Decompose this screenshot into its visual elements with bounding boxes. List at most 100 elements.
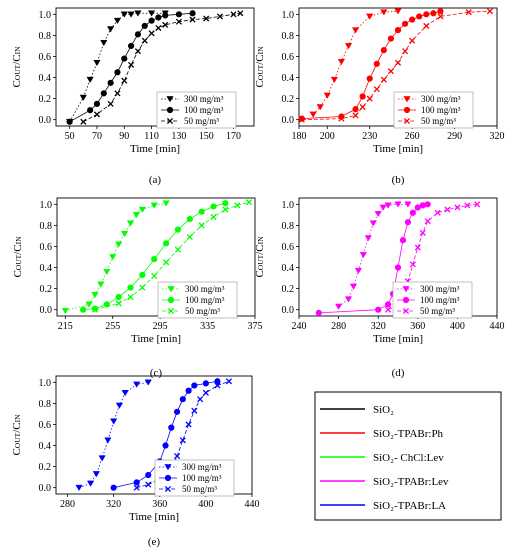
x-tick-label: 280 — [331, 321, 346, 332]
data-point — [113, 17, 122, 25]
series — [80, 10, 244, 125]
y-tick-label: 0.6 — [282, 242, 295, 253]
x-tick-label: 290 — [447, 131, 462, 142]
data-point — [115, 402, 124, 409]
data-point — [127, 11, 135, 18]
data-point — [107, 100, 114, 107]
y-tick-label: 0.6 — [39, 420, 52, 431]
legend-entry: 300 mg/m³ — [182, 462, 222, 472]
legend-marker — [167, 286, 175, 293]
legend-marker — [402, 307, 410, 315]
legend-entry: 50 mg/m³ — [184, 116, 219, 126]
data-point — [133, 381, 141, 388]
data-point — [162, 21, 169, 28]
y-tick-label: 0.8 — [40, 221, 53, 232]
y-axis-label: COUT/CIN — [254, 236, 266, 278]
data-point — [144, 379, 152, 386]
data-point — [186, 233, 193, 241]
data-point — [175, 18, 182, 25]
data-point — [121, 390, 129, 397]
y-tick-label: 0.4 — [39, 441, 52, 452]
y-tick-label: 0.4 — [40, 263, 53, 274]
material-legend-items: SiO₂ SiO₂-TPABr:Ph SiO₂- ChCl:Lev SiO₂-TPAB… — [320, 404, 449, 512]
y-axis-label: COUT/CIN — [11, 46, 23, 88]
data-point — [222, 206, 229, 213]
data-point — [97, 281, 105, 288]
data-point — [344, 43, 353, 50]
data-point — [114, 69, 121, 76]
data-point — [151, 256, 158, 263]
x-tick-label: 360 — [410, 321, 425, 332]
y-tick-label: 0.6 — [40, 242, 53, 253]
data-point — [134, 10, 142, 17]
data-point — [316, 104, 324, 111]
legend-marker — [403, 96, 411, 103]
data-point — [110, 484, 117, 491]
x-tick-label: 215 — [58, 321, 73, 332]
data-point — [385, 301, 392, 308]
data-point — [424, 201, 431, 208]
data-point — [174, 246, 181, 253]
x-axis-label: Time [min] — [129, 511, 179, 523]
data-point — [145, 471, 152, 479]
data-point — [437, 13, 444, 20]
data-point — [191, 382, 198, 389]
legend-marker — [166, 106, 174, 114]
chart-panel: 180 200 230 260 290 320 0.0 0.2 0.4 0.6 0.8 1.0 Time… — [254, 7, 505, 155]
data-point — [197, 396, 204, 403]
y-tick-label: 1.0 — [39, 10, 52, 21]
data-point — [373, 86, 380, 93]
y-tick-label: 0.8 — [282, 31, 295, 42]
data-point — [189, 10, 196, 17]
data-point — [100, 39, 108, 47]
data-point — [214, 382, 221, 389]
data-point — [474, 201, 481, 208]
data-point — [394, 201, 402, 208]
data-point — [126, 220, 135, 227]
data-point — [93, 59, 101, 67]
data-point — [237, 10, 244, 17]
data-point — [359, 103, 366, 111]
x-tick-label: 375 — [248, 321, 263, 332]
panel-label: (a) — [149, 174, 162, 186]
data-point — [366, 95, 373, 102]
data-point — [61, 307, 69, 315]
data-point — [109, 254, 117, 261]
x-tick-label: 280 — [60, 499, 75, 510]
series-line — [69, 12, 166, 122]
y-tick-label: 1.0 — [282, 10, 295, 21]
x-axis-label: Time [min] — [131, 333, 181, 345]
data-point — [338, 115, 345, 122]
data-point — [430, 10, 437, 17]
series — [91, 199, 253, 313]
data-point — [486, 8, 493, 15]
data-point — [434, 209, 441, 216]
chart-panel: 240 280 320 360 400 440 0.0 0.2 0.4 0.6 0.8 1.0 Time… — [254, 197, 505, 345]
data-point — [145, 481, 152, 488]
data-point — [179, 396, 186, 403]
data-point — [423, 22, 430, 29]
data-point — [359, 93, 366, 100]
data-point — [115, 300, 122, 307]
data-point — [344, 296, 353, 303]
data-point — [444, 206, 451, 213]
data-point — [373, 60, 380, 67]
legend-entry: 50 mg/m³ — [420, 306, 455, 316]
x-tick-label: 255 — [105, 321, 120, 332]
data-point — [364, 235, 372, 242]
data-point — [185, 421, 192, 428]
data-point — [409, 16, 416, 23]
legend-entry: 300 mg/m³ — [184, 94, 224, 104]
x-tick-label: 240 — [292, 321, 307, 332]
data-point — [168, 424, 175, 431]
legend-entry: 100 mg/m³ — [420, 295, 460, 305]
data-point — [401, 20, 409, 27]
x-axis-label: Time [min] — [373, 143, 423, 155]
data-point — [380, 76, 387, 83]
data-point — [437, 8, 444, 15]
data-point — [120, 11, 128, 18]
data-point — [185, 387, 192, 394]
plot-frame — [56, 197, 256, 317]
data-point — [98, 455, 106, 462]
